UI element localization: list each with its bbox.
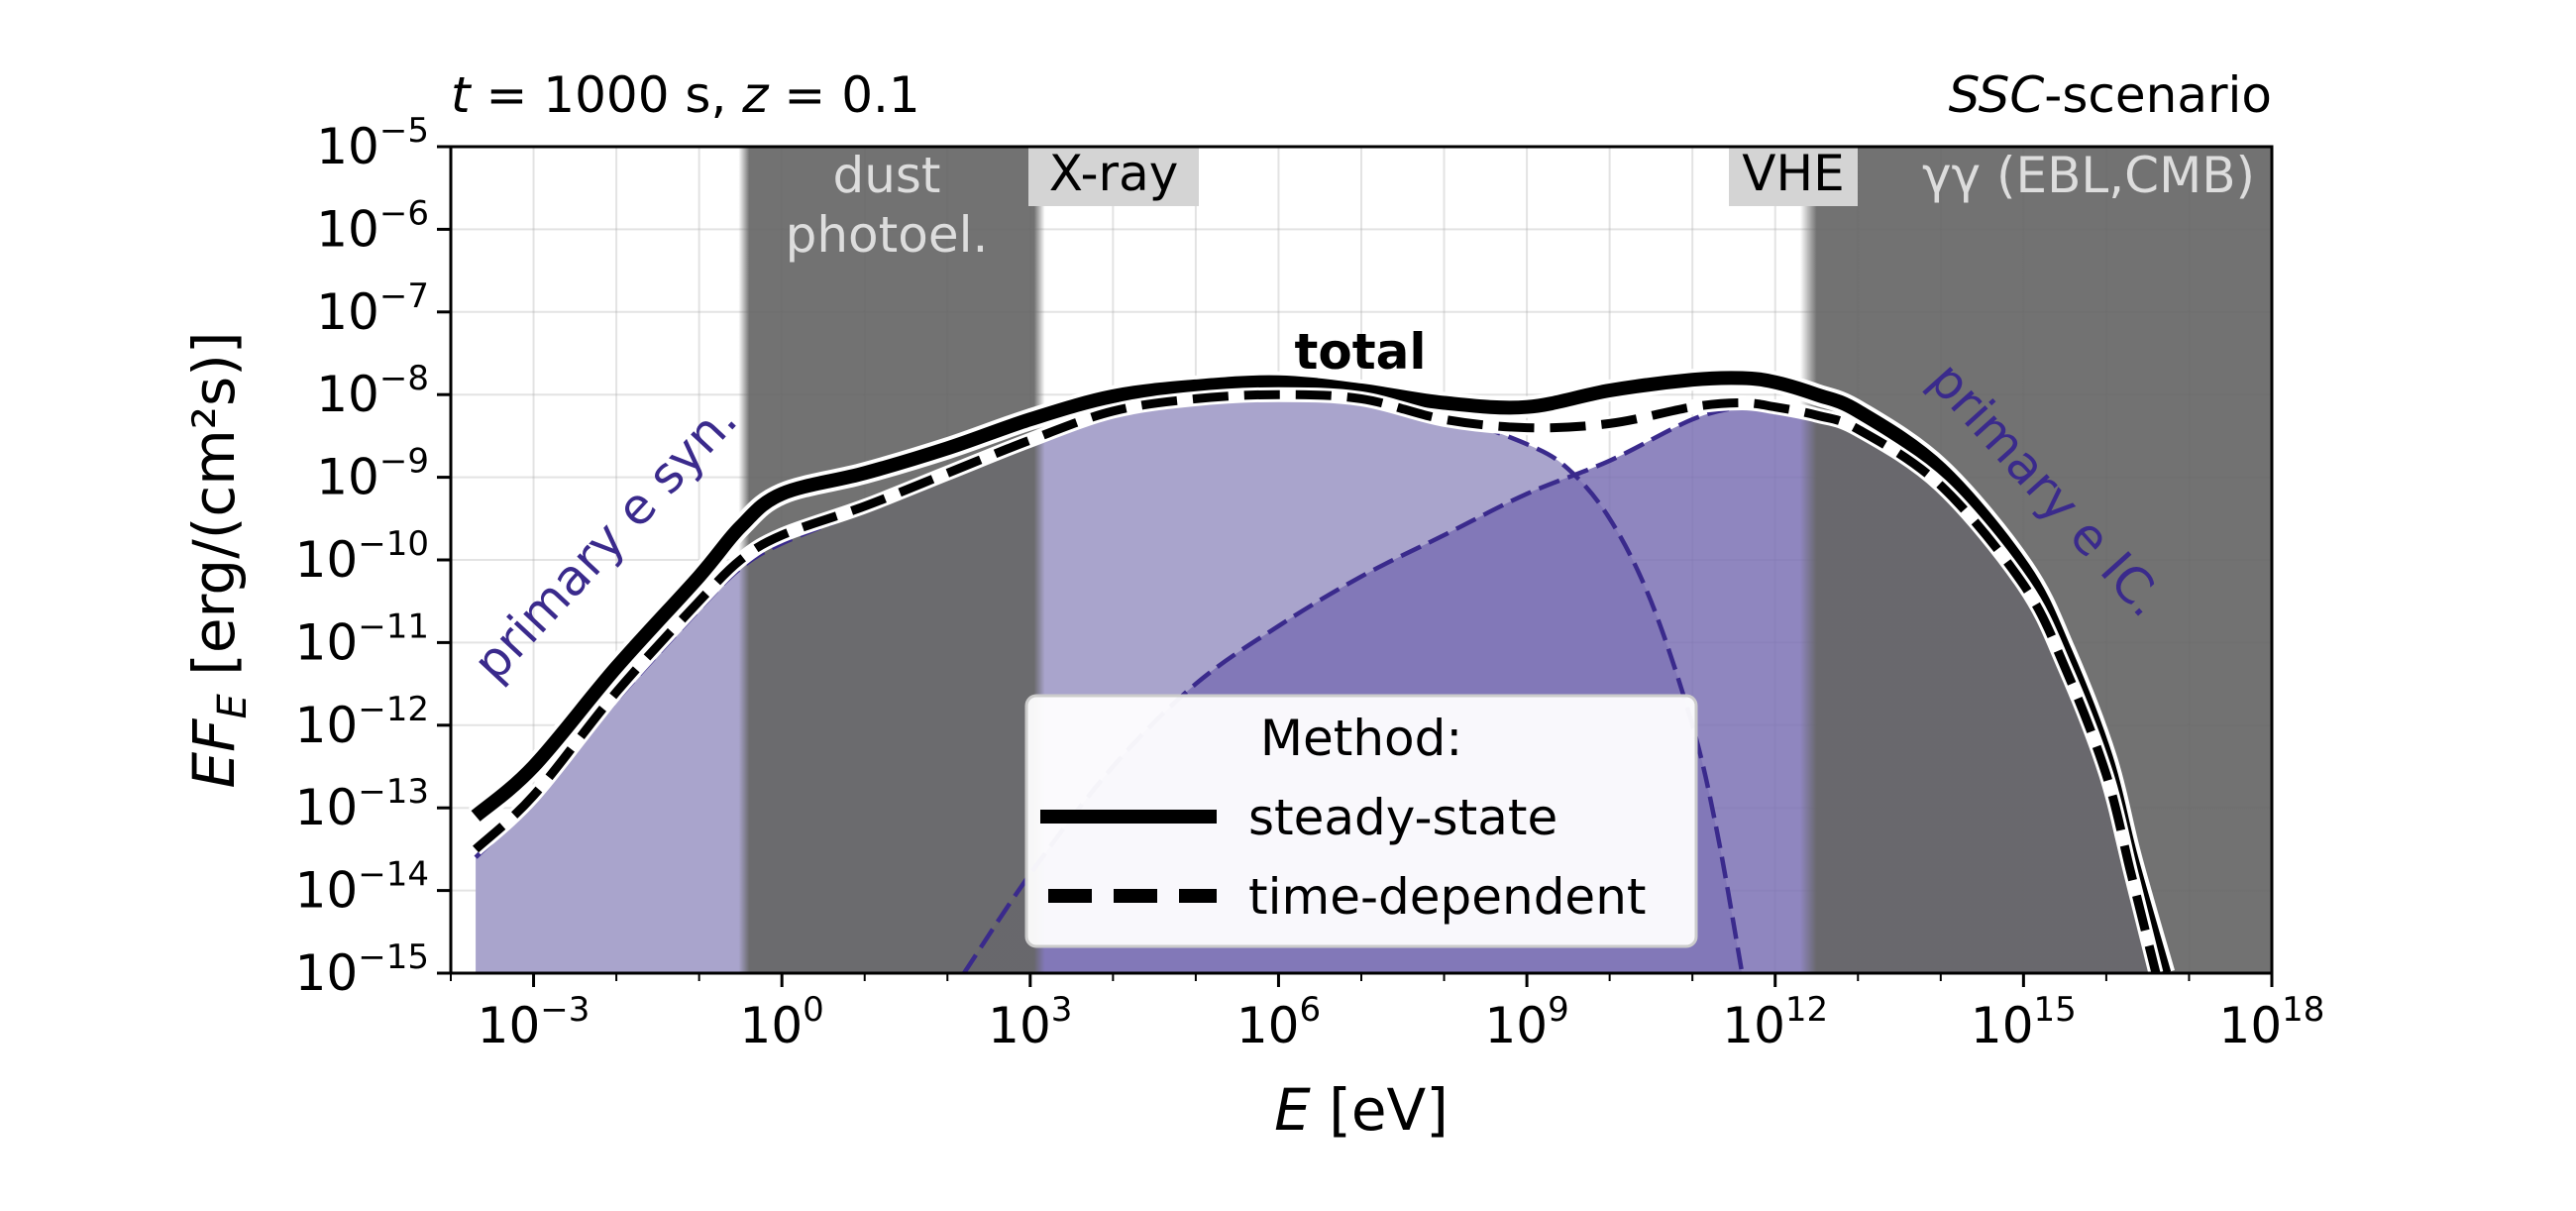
legend-title: Method: xyxy=(1260,710,1462,767)
y-axis-ticks: 10−5 10−6 10−7 10−8 10−9 10−10 10−11 10−12 10−13… xyxy=(295,111,451,1002)
x-tick-label: 106 xyxy=(1236,990,1321,1054)
legend-time-dependent-label: time-dependent xyxy=(1248,868,1647,926)
y-axis-label: EFE [erg/(cm²s)] xyxy=(180,332,256,789)
gamma-gamma-label: γγ (EBL,CMB) xyxy=(1922,147,2255,204)
vhe-label-box xyxy=(1729,147,1858,206)
xray-label: X-ray xyxy=(1049,145,1179,202)
y-tick-label: 10−9 xyxy=(316,442,429,506)
primary-e-syn-line xyxy=(474,393,1745,973)
x-axis-ticks: 10−3 100 103 106 109 1012 1015 1018 xyxy=(450,973,2325,1054)
x-tick-label: 1018 xyxy=(2219,990,2325,1054)
dust-label-line1: dust xyxy=(832,147,940,204)
x-axis-label: E [eV] xyxy=(1274,1076,1449,1144)
x-tick-label: 109 xyxy=(1484,990,1568,1054)
legend-box xyxy=(1024,694,1698,948)
scenario-annotation: SSC-scenario xyxy=(1949,66,2272,124)
y-tick-label: 10−8 xyxy=(316,359,429,423)
gamma-gamma-absorption-band xyxy=(1799,147,2272,973)
x-tick-label: 1012 xyxy=(1722,990,1828,1054)
legend-steady-state-label: steady-state xyxy=(1248,789,1557,846)
x-tick-label: 103 xyxy=(988,990,1072,1054)
x-tick-label: 100 xyxy=(740,990,824,1054)
y-tick-label: 10−13 xyxy=(295,772,429,836)
total-annotation: total xyxy=(1294,323,1426,381)
dust-label-line2: photoel. xyxy=(786,206,989,264)
time-dependent-line xyxy=(473,389,2161,973)
y-tick-label: 10−15 xyxy=(295,937,429,1002)
legend: Method: steady-state time-dependent xyxy=(1024,694,1698,948)
x-tick-label: 1015 xyxy=(1971,990,2077,1054)
xray-label-box xyxy=(1028,147,1199,206)
y-tick-label: 10−14 xyxy=(295,855,429,920)
dust-photoelectric-band xyxy=(738,147,1045,973)
vhe-label: VHE xyxy=(1742,145,1844,202)
y-tick-label: 10−11 xyxy=(295,606,429,671)
y-tick-label: 10−6 xyxy=(316,193,429,258)
y-tick-label: 10−7 xyxy=(316,276,429,341)
steady-state-line xyxy=(471,371,2172,973)
time-redshift-annotation: t = 1000 s, z = 0.1 xyxy=(451,66,920,124)
y-tick-label: 10−12 xyxy=(295,690,429,754)
x-tick-label: 10−3 xyxy=(478,990,590,1054)
y-tick-label: 10−5 xyxy=(316,111,429,175)
y-tick-label: 10−10 xyxy=(295,524,429,589)
